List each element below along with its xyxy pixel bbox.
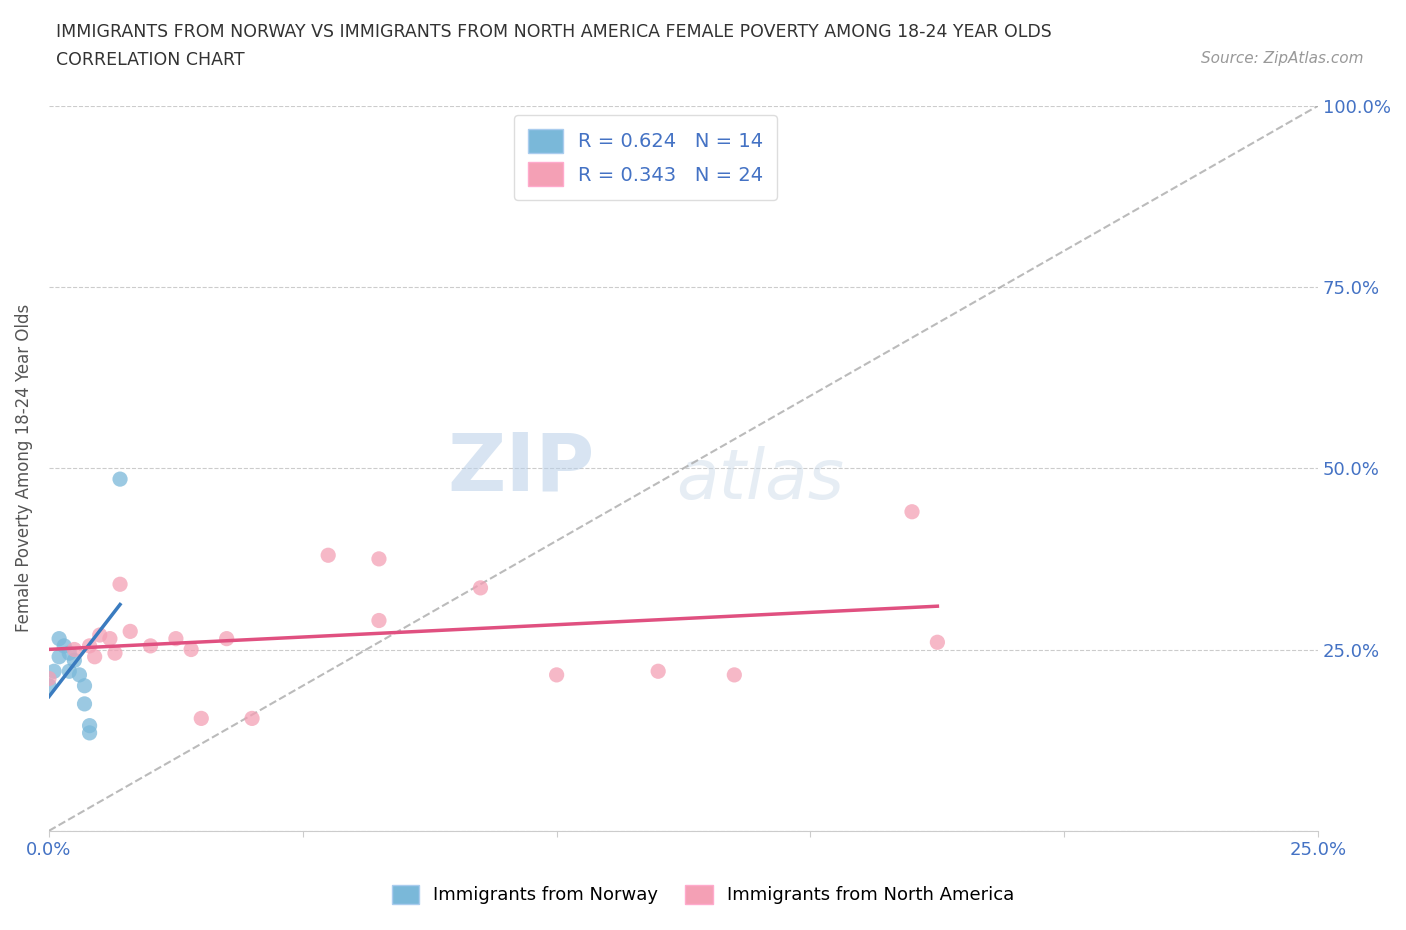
Point <box>108 577 131 591</box>
Point <box>83 649 105 664</box>
Point <box>79 725 101 740</box>
Legend: R = 0.624   N = 14, R = 0.343   N = 24: R = 0.624 N = 14, R = 0.343 N = 24 <box>515 115 778 200</box>
Y-axis label: Female Poverty Among 18-24 Year Olds: Female Poverty Among 18-24 Year Olds <box>15 304 32 632</box>
Point <box>67 668 90 683</box>
Point <box>58 645 80 660</box>
Point <box>215 631 238 646</box>
Point <box>927 635 949 650</box>
Point <box>63 642 86 657</box>
Text: Source: ZipAtlas.com: Source: ZipAtlas.com <box>1201 51 1364 66</box>
Point <box>63 653 86 668</box>
Point <box>647 664 669 679</box>
Point <box>901 504 924 519</box>
Text: CORRELATION CHART: CORRELATION CHART <box>56 51 245 69</box>
Point <box>723 668 745 683</box>
Point <box>139 639 162 654</box>
Point <box>470 580 492 595</box>
Point <box>53 639 76 654</box>
Point <box>48 649 70 664</box>
Point <box>42 664 65 679</box>
Point <box>546 668 568 683</box>
Point <box>48 631 70 646</box>
Point <box>79 639 101 654</box>
Text: ZIP: ZIP <box>447 430 595 507</box>
Point <box>38 671 60 686</box>
Point <box>316 548 339 563</box>
Point <box>190 711 212 725</box>
Point <box>98 631 121 646</box>
Point <box>89 628 111 643</box>
Point <box>240 711 263 725</box>
Point <box>368 551 391 566</box>
Point <box>79 718 101 733</box>
Text: IMMIGRANTS FROM NORWAY VS IMMIGRANTS FROM NORTH AMERICA FEMALE POVERTY AMONG 18-: IMMIGRANTS FROM NORWAY VS IMMIGRANTS FRO… <box>56 23 1052 41</box>
Point <box>180 642 202 657</box>
Point <box>165 631 187 646</box>
Point <box>104 645 127 660</box>
Point <box>73 697 96 711</box>
Legend: Immigrants from Norway, Immigrants from North America: Immigrants from Norway, Immigrants from … <box>385 878 1021 911</box>
Text: atlas: atlas <box>676 445 844 512</box>
Point <box>120 624 142 639</box>
Point <box>58 664 80 679</box>
Point <box>73 678 96 693</box>
Point <box>38 678 60 693</box>
Point <box>368 613 391 628</box>
Point <box>108 472 131 486</box>
